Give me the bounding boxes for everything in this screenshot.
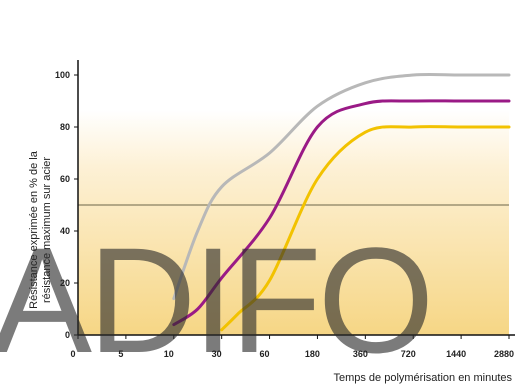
x-tick-label: 10: [164, 349, 174, 359]
x-axis-title: Temps de polymérisation en minutes: [333, 372, 512, 384]
x-tick-label: 360: [353, 349, 368, 359]
x-tick-label: 60: [260, 349, 270, 359]
series-group: [172, 72, 511, 332]
x-tick-label: 1440: [446, 349, 466, 359]
series-line-2: [172, 99, 511, 327]
y-tick-label: 80: [60, 122, 70, 132]
axes-group: [74, 60, 515, 339]
x-tick-label: 180: [305, 349, 320, 359]
y-axis-title-line-1: Résistance exprimée en % de la: [28, 150, 40, 309]
watermark-logo: ADIFO: [0, 216, 430, 384]
x-tick-label: 0: [70, 349, 75, 359]
series-line-1: [172, 72, 511, 301]
series-line-3: [220, 125, 511, 332]
x-tick-label: 720: [401, 349, 416, 359]
x-tick-label: 5: [118, 349, 123, 359]
tick-labels-group: 0 20 40 60 80 100 0 5 10 30 60 180 360 720 1440 2880: [55, 70, 514, 359]
y-tick-label: 60: [60, 174, 70, 184]
y-tick-label: 40: [60, 226, 70, 236]
y-axis-title-line-2: résistance maximum sur acier: [41, 157, 53, 303]
y-axis-title: Résistance exprimée en % de la résistanc…: [28, 150, 53, 309]
x-tick-label: 30: [212, 349, 222, 359]
y-tick-label: 20: [60, 278, 70, 288]
y-tick-label: 100: [55, 70, 70, 80]
x-tick-label: 2880: [494, 349, 514, 359]
y-tick-label: 0: [65, 330, 70, 340]
plot-background: [78, 110, 509, 335]
